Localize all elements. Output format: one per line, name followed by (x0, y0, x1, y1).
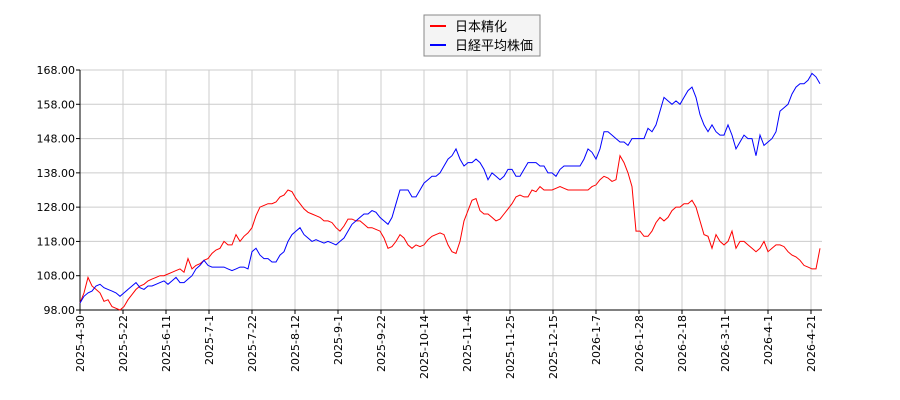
y-tick-label: 128.00 (37, 201, 76, 214)
x-tick-label: 2025-11-4 (461, 315, 474, 372)
x-tick-label: 2025-11-25 (504, 315, 517, 379)
x-tick-label: 2025-9-1 (332, 315, 345, 365)
grid (79, 69, 822, 311)
y-tick-label: 98.00 (44, 304, 76, 317)
legend: 日本精化 日経平均株価 (423, 14, 541, 57)
x-tick-label: 2026-1-7 (590, 315, 603, 365)
series-lines (79, 72, 821, 311)
y-tick-label: 168.00 (37, 64, 76, 77)
x-tick-label: 2025-9-22 (375, 315, 388, 372)
y-tick-label: 148.00 (37, 133, 76, 146)
axes: 98.00 108.00 118.00 128.00 138.00 148.00 158.0… (37, 64, 822, 379)
legend-label-0: 日本精化 (455, 20, 507, 35)
x-tick-label: 2025-7-22 (246, 315, 259, 372)
y-tick-label: 108.00 (37, 270, 76, 283)
series-line-1 (79, 72, 821, 304)
series-line-0 (79, 154, 821, 311)
x-tick-label: 2025-7-1 (203, 315, 216, 365)
legend-box (423, 14, 541, 57)
x-tick-label: 2025-8-12 (289, 315, 302, 372)
y-tick-label: 138.00 (37, 167, 76, 180)
x-tick-label: 2026-1-28 (633, 315, 646, 372)
x-tick-label: 2025-12-15 (547, 315, 560, 379)
y-tick-label: 158.00 (37, 98, 76, 111)
x-tick-label: 2026-4-21 (805, 315, 818, 372)
legend-label-1: 日経平均株価 (455, 39, 533, 54)
x-tick-label: 2026-4-1 (762, 315, 775, 365)
x-tick-label: 2025-5-22 (117, 315, 130, 372)
x-tick-label: 2025-10-14 (418, 315, 431, 379)
x-tick-label: 2026-3-11 (719, 315, 732, 372)
x-tick-label: 2026-2-18 (676, 315, 689, 372)
x-tick-label: 2025-4-30 (74, 315, 87, 372)
y-tick-label: 118.00 (37, 235, 76, 248)
x-tick-label: 2025-6-11 (160, 315, 173, 372)
